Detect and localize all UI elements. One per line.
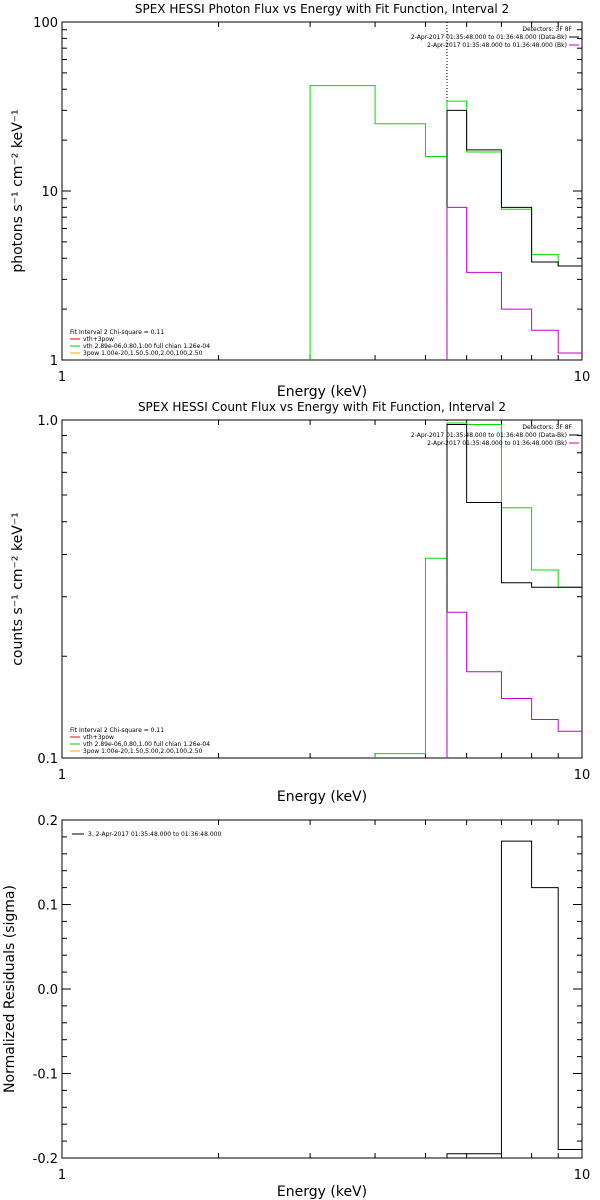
y-tick-label: 0.2 xyxy=(37,814,58,829)
chart-title: SPEX HESSI Photon Flux vs Energy with Fi… xyxy=(135,2,509,16)
legend-top-left: 3. 2-Apr-2017 01:35:48.000 to 01:36:48.0… xyxy=(72,831,221,838)
x-tick-label: 10 xyxy=(574,370,591,385)
series-residual xyxy=(446,840,582,1158)
legend-entry-label: vth 2.89e-06,0.80,1.00 full chian 1.26e-… xyxy=(83,343,210,350)
legend-entry-label: 2-Apr-2017 01:35:48.000 to 01:36:48.000 … xyxy=(427,42,567,49)
x-axis-label: Energy (keV) xyxy=(277,789,367,805)
x-tick-label: 10 xyxy=(574,768,591,783)
legend-entry-label: vth+3pow xyxy=(83,336,114,343)
legend-entry-label: 2-Apr-2017 01:35:48.000 to 01:36:48.000 … xyxy=(411,432,567,439)
legend-entry-label: 3. 2-Apr-2017 01:35:48.000 to 01:36:48.0… xyxy=(88,831,221,838)
step-line-data xyxy=(446,109,582,360)
step-line-background xyxy=(446,206,582,360)
photon-flux-chart: SPEX HESSI Photon Flux vs Energy with Fi… xyxy=(10,2,590,400)
plot-frame xyxy=(61,819,583,1159)
legend-bottom-left: Fit Interval 2 Chi-square = 0.11vth+3pow… xyxy=(70,329,210,357)
step-line-fit xyxy=(374,422,582,758)
legend-title: Fit Interval 2 Chi-square = 0.11 xyxy=(70,727,164,734)
chart-title: SPEX HESSI Count Flux vs Energy with Fit… xyxy=(138,400,506,414)
series-fit xyxy=(309,85,582,360)
legend-entry-label: 2-Apr-2017 01:35:48.000 to 01:36:48.000 … xyxy=(411,34,567,41)
x-axis-label: Energy (keV) xyxy=(277,1184,367,1200)
legend-bottom-left: Fit Interval 2 Chi-square = 0.11vth+3pow… xyxy=(70,727,210,755)
y-tick-label: 10 xyxy=(41,185,58,200)
y-tick-label: 100 xyxy=(33,16,58,31)
y-tick-label: 1.0 xyxy=(37,414,58,429)
y-axis-label: photons s⁻¹ cm⁻² keV⁻¹ xyxy=(10,109,26,272)
legend-entry-label: vth 2.89e-06,0.80,1.00 full chian 1.26e-… xyxy=(83,741,210,748)
legend-entry-label: vth+3pow xyxy=(83,734,114,741)
series-background xyxy=(446,611,582,758)
legend-top-right: Detectors: 3F 8F2-Apr-2017 01:35:48.000 … xyxy=(411,26,579,49)
y-tick-label: 1 xyxy=(50,354,58,369)
y-tick-label: 0.0 xyxy=(37,983,58,998)
legend-title: Fit Interval 2 Chi-square = 0.11 xyxy=(70,329,164,336)
y-axis-label: counts s⁻¹ cm⁻² keV⁻¹ xyxy=(10,512,26,666)
step-line-residual xyxy=(446,840,582,1158)
x-tick-label: 1 xyxy=(58,1168,66,1183)
series-data xyxy=(446,423,582,758)
x-axis-label: Energy (keV) xyxy=(277,384,367,400)
step-line-background xyxy=(446,611,582,758)
legend-entry-label: 3pow 1.00e-20,1.50,5.00,2.00,100,2.50 xyxy=(83,350,203,357)
legend-entry-label: 3pow 1.00e-20,1.50,5.00,2.00,100,2.50 xyxy=(83,748,203,755)
y-axis-label: Normalized Residuals (sigma) xyxy=(2,885,18,1093)
count-flux-chart: SPEX HESSI Count Flux vs Energy with Fit… xyxy=(10,400,590,805)
plot-frame xyxy=(61,419,583,759)
step-line-data xyxy=(446,423,582,758)
legend-entry-label: 2-Apr-2017 01:35:48.000 to 01:36:48.000 … xyxy=(427,440,567,447)
residuals-chart: 1 10 -0.2 -0.1 0.0 0.1 0.2 Energy (keV) Normaliz… xyxy=(2,814,590,1200)
y-tick-label: 0.1 xyxy=(37,899,58,914)
legend-title: Detectors: 3F 8F xyxy=(522,26,572,33)
x-tick-label: 10 xyxy=(574,1168,591,1183)
series-background xyxy=(446,206,582,360)
y-tick-label: 0.1 xyxy=(37,752,58,767)
legend-title: Detectors: 3F 8F xyxy=(522,424,572,431)
legend-top-right: Detectors: 3F 8F2-Apr-2017 01:35:48.000 … xyxy=(411,424,579,447)
y-tick-label: -0.2 xyxy=(33,1152,58,1167)
series-fit xyxy=(374,422,582,758)
y-tick-label: -0.1 xyxy=(33,1068,58,1083)
x-tick-label: 1 xyxy=(58,370,66,385)
series-data xyxy=(446,109,582,360)
x-tick-label: 1 xyxy=(58,768,66,783)
step-line-fit xyxy=(309,85,582,360)
